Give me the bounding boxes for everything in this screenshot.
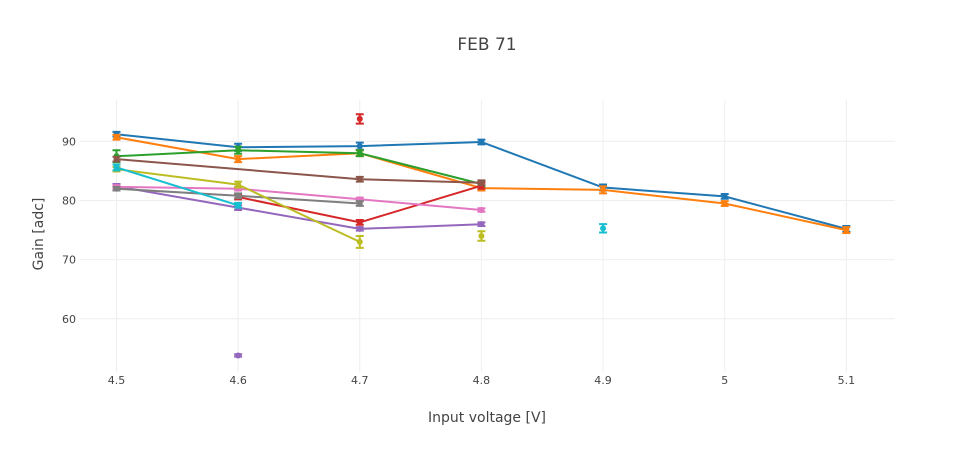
x-axis-title: Input voltage [V] [428, 410, 546, 426]
series-group [355, 113, 364, 125]
data-point [356, 200, 363, 207]
y-tick-label: 60 [62, 313, 76, 326]
data-point [235, 202, 242, 209]
data-point [600, 186, 607, 193]
series-group [599, 223, 608, 234]
data-point [113, 185, 120, 192]
data-point [356, 219, 363, 226]
series-group [112, 183, 486, 213]
x-tick-label: 4.8 [473, 374, 491, 387]
data-point [478, 221, 485, 228]
series-line [116, 149, 482, 185]
tick-labels: 4.5 4.6 4.7 4.8 4.9 5 5.1 60 70 80 90 [62, 135, 855, 387]
x-tick-label: 5 [721, 374, 728, 387]
data-point [356, 176, 363, 183]
data-point [356, 150, 363, 157]
x-tick-label: 4.7 [351, 374, 369, 387]
series-group [112, 182, 486, 232]
data-point [600, 225, 607, 232]
series-group [477, 230, 486, 242]
data-point [356, 115, 363, 122]
data-point [356, 238, 363, 245]
data-point [478, 179, 485, 186]
y-tick-label: 70 [62, 254, 76, 267]
data-point [235, 352, 242, 359]
data-point [235, 147, 242, 154]
x-tick-label: 5.1 [838, 374, 856, 387]
data-point [478, 206, 485, 213]
data-point [356, 143, 363, 150]
series-group [112, 163, 243, 209]
chart-title: FEB 71 [457, 35, 516, 55]
series-line [116, 166, 239, 207]
y-tick-label: 80 [62, 195, 76, 208]
y-axis-title: Gain [adc] [31, 198, 47, 271]
x-tick-label: 4.9 [594, 374, 612, 387]
data-point [721, 193, 728, 200]
data-point [478, 138, 485, 145]
data-point [843, 227, 850, 234]
series-line [116, 185, 482, 230]
data-point [478, 233, 485, 239]
data-point [235, 192, 242, 199]
x-tick-label: 4.6 [229, 374, 247, 387]
series-layer [112, 113, 851, 359]
x-tick-label: 4.5 [108, 374, 126, 387]
data-point [235, 181, 242, 188]
data-point [235, 156, 242, 163]
series-group [112, 185, 364, 207]
data-point [721, 200, 728, 207]
series-line [116, 185, 482, 211]
data-point [113, 134, 120, 141]
series-group [234, 352, 243, 359]
data-point [356, 225, 363, 232]
grid [80, 100, 895, 372]
y-tick-label: 90 [62, 135, 76, 148]
series-group [112, 155, 486, 187]
data-point [113, 156, 120, 163]
data-point [113, 164, 120, 171]
